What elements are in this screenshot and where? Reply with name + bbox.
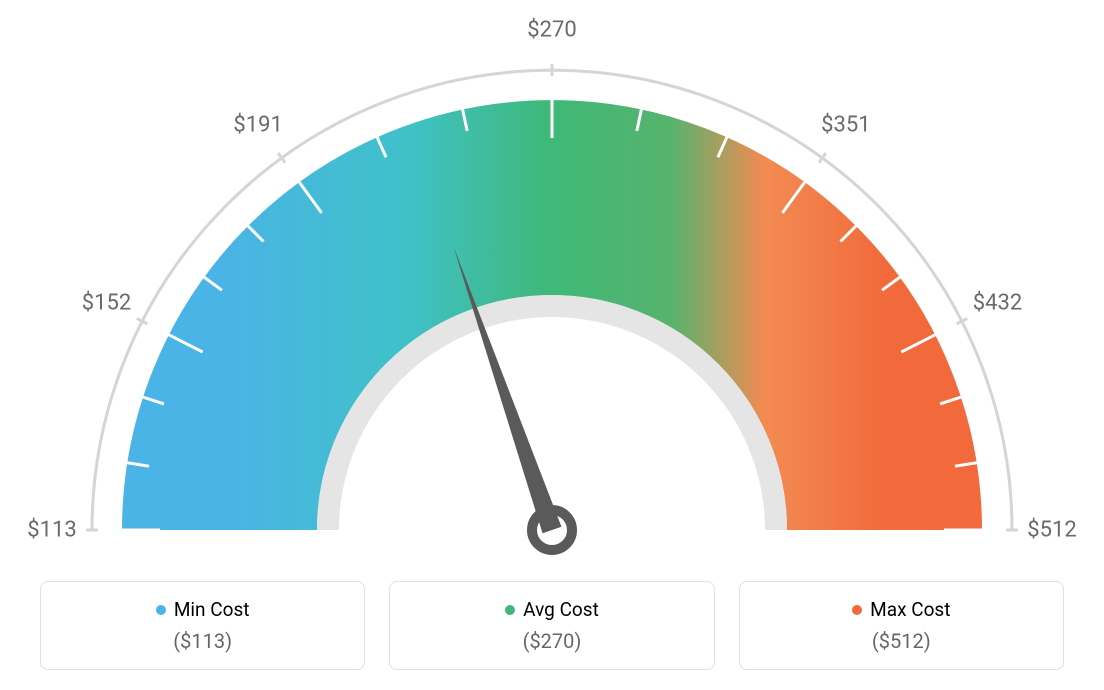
legend-box-max: Max Cost ($512) [739,581,1064,670]
gauge-tick-label: $270 [527,18,576,43]
legend-dot-max [852,605,862,615]
legend-value-avg: ($270) [408,629,695,653]
gauge-tick-label: $113 [27,518,76,543]
legend-value-max: ($512) [758,629,1045,653]
gauge-tick-label: $432 [973,291,1022,316]
gauge-tick-label: $512 [1027,518,1076,543]
gauge-color-arc [220,198,885,530]
gauge-area: $113 $152 $191 $270 $351 $432 $512 [0,0,1104,560]
legend-box-min: Min Cost ($113) [40,581,365,670]
gauge-chart-container: $113 $152 $191 $270 $351 $432 $512 Min Cost ($… [0,0,1104,690]
legend-box-avg: Avg Cost ($270) [389,581,714,670]
legend-value-min: ($113) [59,629,346,653]
legend-title-avg: Avg Cost [408,598,695,621]
legend-title-min: Min Cost [59,598,346,621]
legend-label-min: Min Cost [174,598,250,621]
legend-dot-avg [505,605,515,615]
legend-dot-min [156,605,166,615]
legend-title-max: Max Cost [758,598,1045,621]
legend-label-max: Max Cost [870,598,950,621]
gauge-tick-label: $191 [233,113,282,138]
legend-row: Min Cost ($113) Avg Cost ($270) Max Cost… [40,581,1064,670]
gauge-tick-label: $152 [82,291,131,316]
gauge-svg [0,0,1104,560]
legend-label-avg: Avg Cost [523,598,599,621]
gauge-tick-label: $351 [821,113,870,138]
